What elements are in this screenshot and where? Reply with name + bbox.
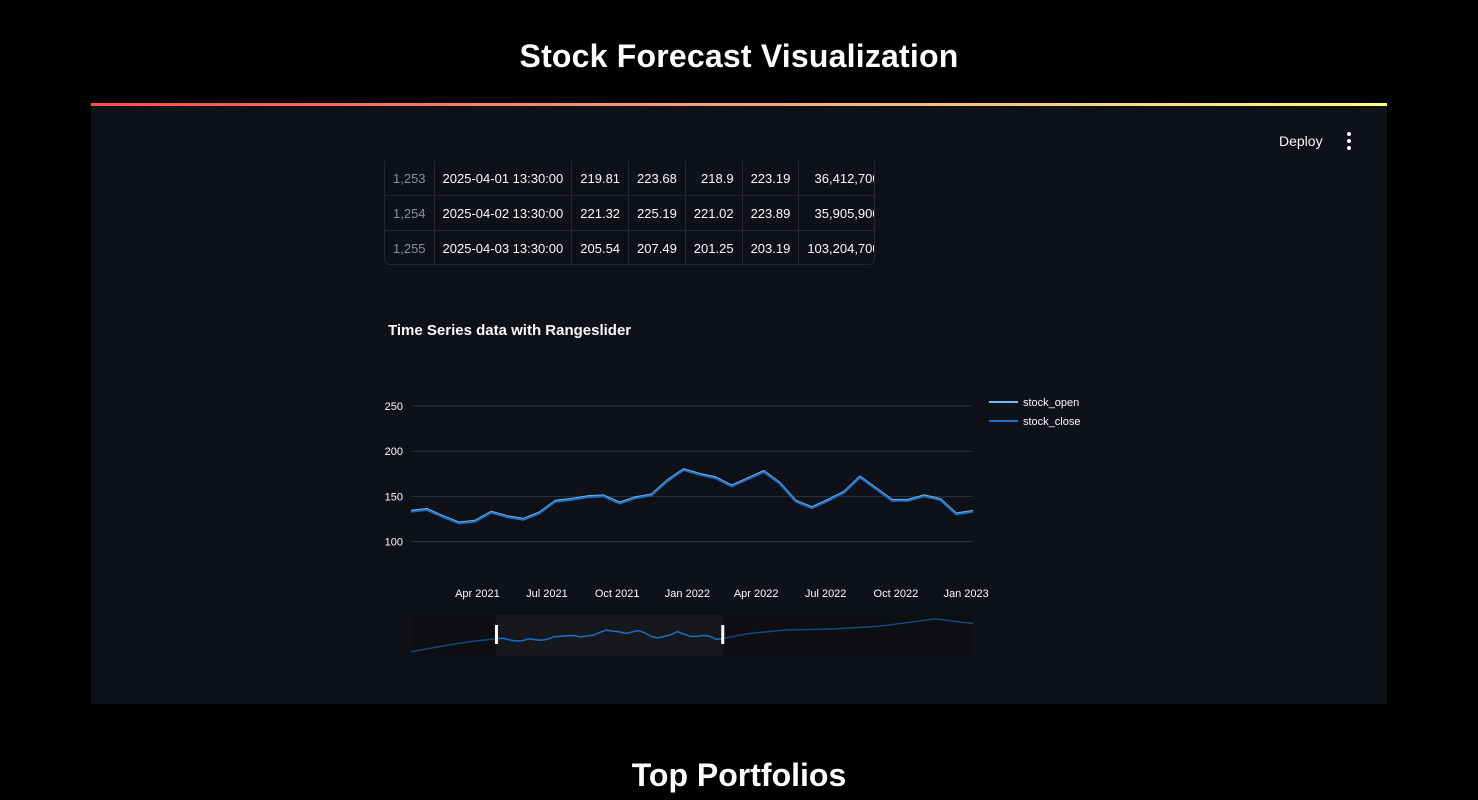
legend-label-stock_close: stock_close <box>1023 416 1080 428</box>
x-tick-label: Jan 2022 <box>665 588 710 600</box>
x-tick-label: Oct 2021 <box>595 588 640 600</box>
y-tick-label: 200 <box>385 446 403 458</box>
x-tick-label: Jan 2023 <box>943 588 988 600</box>
x-tick-label: Jul 2022 <box>805 588 847 600</box>
x-tick-label: Apr 2021 <box>455 588 500 600</box>
x-tick-label: Oct 2022 <box>874 588 919 600</box>
rangeslider-handle-left[interactable] <box>495 625 498 644</box>
rangeslider-mask-right <box>723 615 973 656</box>
rangeslider-handle-right[interactable] <box>721 625 724 644</box>
x-tick-label: Apr 2022 <box>734 588 779 600</box>
legend-label-stock_open: stock_open <box>1023 397 1079 409</box>
time-series-chart[interactable]: 100 150 200 250 Apr 2021 Jul 2021 Oct 2021 Jan … <box>91 103 1387 704</box>
x-tick-label: Jul 2021 <box>526 588 568 600</box>
rangeslider-mask-left <box>411 615 496 656</box>
page-title: Stock Forecast Visualization <box>0 38 1478 75</box>
section-title-portfolios: Top Portfolios <box>0 757 1478 794</box>
y-tick-label: 100 <box>385 536 403 548</box>
app-frame: Deploy 1,253 2025-04-01 13:30:00 219.81 … <box>91 103 1387 704</box>
y-tick-label: 250 <box>385 401 403 413</box>
y-tick-label: 150 <box>385 491 403 503</box>
